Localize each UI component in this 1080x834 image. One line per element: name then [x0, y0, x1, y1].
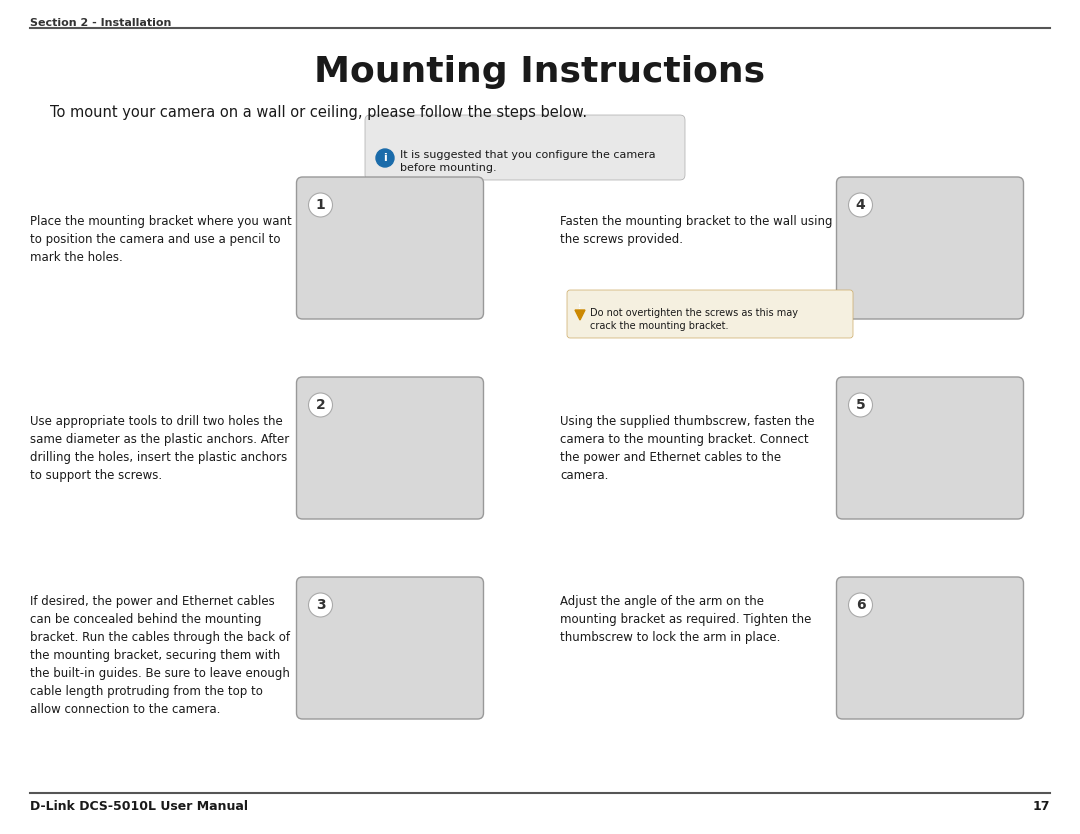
Text: To mount your camera on a wall or ceiling, please follow the steps below.: To mount your camera on a wall or ceilin… [50, 105, 588, 120]
Text: Place the mounting bracket where you want
to position the camera and use a penci: Place the mounting bracket where you wan… [30, 215, 292, 264]
Circle shape [376, 149, 394, 167]
Text: If desired, the power and Ethernet cables
can be concealed behind the mounting
b: If desired, the power and Ethernet cable… [30, 595, 291, 716]
Text: Fasten the mounting bracket to the wall using
the screws provided.: Fasten the mounting bracket to the wall … [561, 215, 833, 246]
FancyBboxPatch shape [567, 290, 853, 338]
Text: i: i [383, 153, 387, 163]
Text: !: ! [579, 304, 582, 310]
Text: 6: 6 [855, 598, 865, 612]
FancyBboxPatch shape [297, 177, 484, 319]
Text: 5: 5 [855, 398, 865, 412]
FancyBboxPatch shape [837, 377, 1024, 519]
Text: 4: 4 [855, 198, 865, 212]
Polygon shape [575, 310, 585, 320]
Text: Section 2 - Installation: Section 2 - Installation [30, 18, 172, 28]
FancyBboxPatch shape [297, 377, 484, 519]
Text: 17: 17 [1032, 800, 1050, 813]
Text: 1: 1 [315, 198, 325, 212]
FancyBboxPatch shape [837, 177, 1024, 319]
Text: Do not overtighten the screws as this may
crack the mounting bracket.: Do not overtighten the screws as this ma… [590, 308, 798, 331]
FancyBboxPatch shape [837, 577, 1024, 719]
Circle shape [309, 593, 333, 617]
Circle shape [309, 393, 333, 417]
Text: Mounting Instructions: Mounting Instructions [314, 55, 766, 89]
Text: It is suggested that you configure the camera
before mounting.: It is suggested that you configure the c… [400, 150, 656, 173]
Text: 2: 2 [315, 398, 325, 412]
Circle shape [309, 193, 333, 217]
FancyBboxPatch shape [365, 115, 685, 180]
Text: Use appropriate tools to drill two holes the
same diameter as the plastic anchor: Use appropriate tools to drill two holes… [30, 415, 289, 482]
Text: D-Link DCS-5010L User Manual: D-Link DCS-5010L User Manual [30, 800, 248, 813]
Circle shape [849, 193, 873, 217]
Circle shape [849, 593, 873, 617]
Text: Using the supplied thumbscrew, fasten the
camera to the mounting bracket. Connec: Using the supplied thumbscrew, fasten th… [561, 415, 814, 482]
FancyBboxPatch shape [297, 577, 484, 719]
Text: 3: 3 [315, 598, 325, 612]
Circle shape [849, 393, 873, 417]
Text: Adjust the angle of the arm on the
mounting bracket as required. Tighten the
thu: Adjust the angle of the arm on the mount… [561, 595, 811, 644]
